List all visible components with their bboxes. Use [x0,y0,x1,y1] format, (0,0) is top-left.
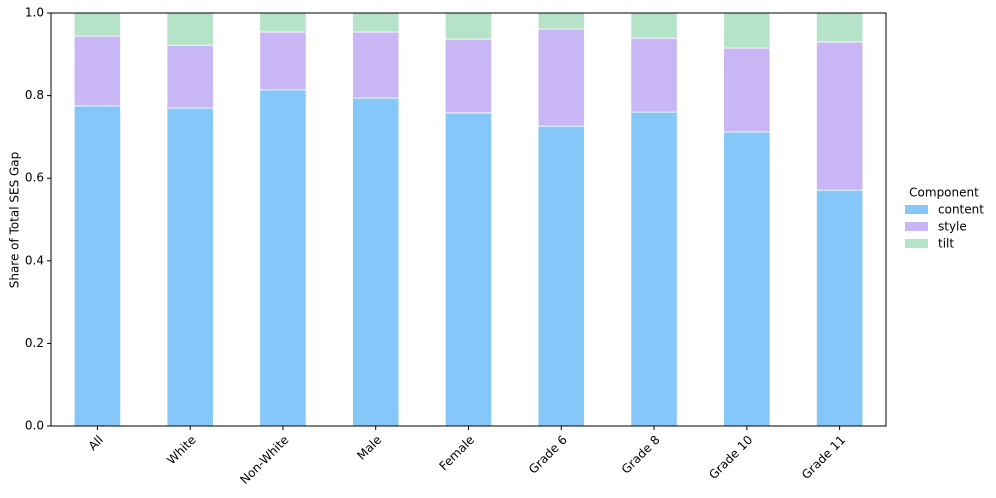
bar-segment [444,112,493,427]
x-tick-label: Female [437,433,478,474]
bar-segment [537,28,585,127]
bar-segment [352,31,400,99]
bar-segment [723,12,771,49]
bar-segment [723,131,771,427]
legend-label: tilt [938,237,954,251]
legend-label: content [938,203,984,217]
x-tick-label: White [164,433,199,468]
bar-segment [723,47,771,133]
bar-segment [630,37,678,113]
y-axis-label: Share of Total SES Gap [8,152,22,289]
legend-swatch [905,205,928,214]
bar-segment [352,97,400,427]
bar-segment [259,89,307,427]
legend-swatch [905,239,928,248]
legend-title: Component [909,186,979,200]
bar-segment [73,12,121,37]
x-tick-label: Grade 6 [526,433,570,477]
y-tick-label: 1.0 [25,6,44,20]
x-tick-label: Grade 10 [706,433,755,482]
bar-segment [166,44,214,109]
bar-segment [816,12,864,43]
bar-segment [166,12,214,46]
bar-segment [630,12,678,39]
bar-segment [537,12,585,30]
bar-segment [816,189,864,427]
bar-segment [73,35,121,107]
y-tick-label: 0.0 [25,419,44,433]
bar-segment [816,41,864,191]
legend-swatch [905,222,928,231]
x-tick-label: All [86,433,106,453]
bar-segment [259,12,307,33]
plot-frame [50,12,887,427]
bar-segment [73,105,121,427]
bar-segment [537,125,585,427]
bar-segment [352,12,400,33]
bar-segment [166,107,214,427]
bar-segment [444,38,493,114]
y-tick-label: 0.8 [25,88,44,102]
x-tick-label: Grade 11 [799,433,848,482]
x-tick-label: Male [354,433,384,463]
y-tick-label: 0.4 [25,253,44,267]
legend-label: style [938,220,967,234]
x-tick-label: Non-White [237,433,291,487]
bar-segment [444,12,493,40]
x-tick-label: Grade 8 [619,433,663,477]
bar-segment [630,111,678,427]
y-tick-label: 0.6 [25,171,44,185]
y-tick-label: 0.2 [25,336,44,350]
bar-segment [259,31,307,91]
